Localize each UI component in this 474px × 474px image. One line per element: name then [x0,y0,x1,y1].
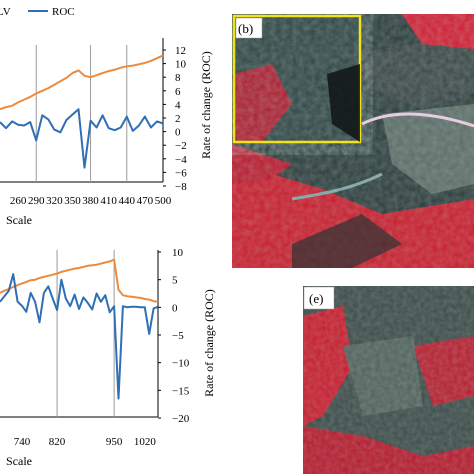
y-tick-label: −15 [172,385,190,397]
chart-top-ylabel: Rate of change (ROC) [199,51,213,159]
satellite-image-e: (e) [303,286,474,474]
x-tick-label: 470 [137,195,154,207]
chart-top-xlabel: Scale [6,213,32,227]
y-tick-label: 10 [175,59,187,71]
x-tick-label: 1020 [134,436,157,448]
legend: LV ROC [0,6,75,18]
y-tick-label: −10 [172,358,190,370]
chart-bottom-xlabel: Scale [6,454,32,468]
x-tick-label: 440 [119,195,136,207]
x-tick-label: 290 [28,195,45,207]
x-tick-label: 320 [46,195,63,207]
y-tick-label: −6 [175,167,187,179]
panel-label-e: (e) [309,291,323,306]
x-tick-label: 950 [106,436,123,448]
x-tick-label: 410 [100,195,117,207]
chart-bottom: 740 820 950 1020 10 5 0 −5 −10 −15 −20 Scale Rate… [0,247,216,468]
y-tick-label: 0 [172,302,178,314]
series-line-lv [0,54,164,111]
panel-label-b: (b) [238,21,253,36]
chart-bottom-ylabel: Rate of change (ROC) [202,289,216,397]
x-tick-label: 820 [49,436,66,448]
y-tick-label: 8 [175,72,181,84]
x-tick-label: 350 [64,195,81,207]
series-line-roc [0,273,159,400]
legend-roc-label: ROC [52,6,75,18]
y-tick-label: 10 [172,247,184,259]
y-tick-label: −4 [175,154,187,166]
x-tick-label: 260 [10,195,27,207]
series-line-lv [0,258,159,303]
y-tick-label: 5 [172,275,178,287]
y-tick-label: 4 [175,99,181,111]
y-tick-label: 12 [175,45,186,57]
x-tick-label: 740 [14,436,31,448]
legend-lv-label: LV [0,6,11,18]
y-tick-label: 6 [175,86,181,98]
y-tick-label: 2 [175,113,181,125]
satellite-image-b: (b) [232,14,474,268]
y-tick-label: −5 [172,330,184,342]
series-line-roc [0,108,164,169]
chart-top: 260 290 320 350 380 410 440 470 500 12 108 64 2 0−2 −… [0,38,213,227]
y-tick-label: 0 [175,127,181,139]
x-tick-label: 500 [155,195,172,207]
y-tick-label: −20 [172,413,190,425]
y-tick-label: −8 [175,181,187,193]
y-tick-label: −2 [175,140,187,152]
x-tick-label: 380 [82,195,99,207]
